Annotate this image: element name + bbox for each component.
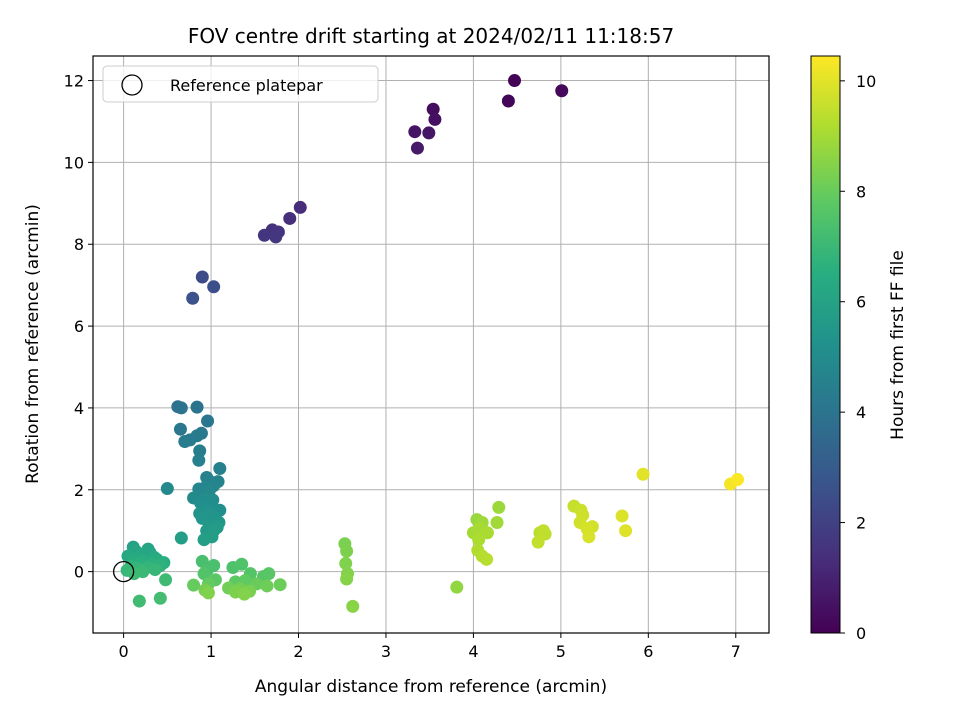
y-tick-label: 10: [64, 153, 84, 172]
data-point: [508, 74, 522, 88]
x-tick-label: 4: [468, 642, 478, 661]
data-point: [132, 594, 146, 608]
data-point: [201, 586, 215, 600]
y-tick-label: 2: [74, 481, 84, 500]
data-point: [197, 567, 211, 581]
y-tick-label: 4: [74, 399, 84, 418]
data-point: [492, 500, 506, 514]
data-point: [346, 599, 360, 613]
data-point: [340, 544, 354, 558]
data-point: [450, 580, 464, 594]
legend-entry-reference-platepar: Reference platepar: [170, 76, 323, 95]
x-axis-ticks: 0 1 2 3 4 5 6 7: [119, 633, 741, 661]
data-point: [178, 434, 192, 448]
x-axis-label: Angular distance from reference (arcmin): [255, 677, 607, 697]
data-point: [173, 422, 187, 436]
data-point: [472, 533, 486, 547]
data-point: [269, 230, 283, 244]
x-tick-label: 6: [643, 642, 653, 661]
data-point: [195, 270, 209, 284]
data-point: [190, 400, 204, 414]
data-point: [197, 533, 211, 547]
data-point: [426, 102, 440, 116]
chart-title: FOV centre drift starting at 2024/02/11 …: [188, 24, 674, 48]
x-tick-label: 7: [731, 642, 741, 661]
plot-frame: [92, 55, 770, 634]
data-point: [213, 461, 227, 475]
data-point: [582, 530, 596, 544]
data-point: [536, 524, 550, 538]
scatter-points: [120, 74, 745, 613]
data-point: [192, 453, 206, 467]
y-tick-label: 6: [74, 317, 84, 336]
colorbar-tick-label: 2: [856, 514, 866, 533]
data-point: [127, 567, 141, 581]
legend-box: [102, 65, 379, 103]
data-point: [428, 112, 442, 126]
y-tick-label: 12: [64, 72, 84, 91]
data-point: [159, 573, 173, 587]
x-tick-label: 5: [556, 642, 566, 661]
data-point: [501, 94, 515, 108]
colorbar-gradient: [810, 55, 841, 634]
colorbar-tick-label: 4: [856, 403, 866, 422]
colorbar-tick-label: 0: [856, 624, 866, 643]
data-point: [293, 200, 307, 214]
colorbar-label: Hours from first FF file: [888, 250, 908, 440]
data-point: [283, 211, 297, 225]
reference-platepar-marker: [112, 560, 135, 583]
data-point: [636, 467, 650, 481]
data-point: [339, 556, 353, 570]
data-point: [235, 557, 249, 571]
data-point: [480, 526, 494, 540]
x-tick-label: 2: [293, 642, 303, 661]
legend-open-circle-marker: [121, 74, 143, 96]
data-point: [187, 578, 201, 592]
x-tick-label: 0: [119, 642, 129, 661]
x-tick-label: 3: [381, 642, 391, 661]
data-point: [555, 84, 569, 98]
colorbar-tick-label: 8: [856, 182, 866, 201]
data-point: [615, 509, 629, 523]
data-point: [148, 563, 162, 577]
data-point: [186, 291, 200, 305]
grid-lines: [93, 56, 769, 633]
data-point: [410, 141, 424, 155]
data-point: [480, 552, 494, 566]
y-tick-label: 8: [74, 235, 84, 254]
data-point: [193, 444, 207, 458]
data-point: [340, 572, 354, 586]
reference-marker: [112, 560, 135, 583]
y-axis-label: Rotation from reference (arcmin): [23, 204, 43, 484]
data-point: [490, 516, 504, 530]
data-point: [160, 482, 174, 496]
data-point: [201, 414, 215, 428]
data-point: [408, 125, 422, 139]
legend: Reference platepar: [102, 65, 379, 103]
data-point: [422, 126, 436, 140]
data-point: [273, 578, 287, 592]
y-axis-ticks: 0 2 4 6 8 10 12: [64, 72, 93, 582]
colorbar-ticks: 0 2 4 6 8 10: [840, 72, 876, 643]
data-point: [237, 587, 251, 601]
data-point: [257, 228, 271, 242]
data-point: [174, 401, 188, 415]
colorbar-tick-label: 10: [856, 72, 876, 91]
x-tick-label: 1: [206, 642, 216, 661]
data-point: [619, 524, 633, 538]
data-point: [731, 473, 745, 487]
data-point: [207, 280, 221, 294]
y-tick-label: 0: [74, 563, 84, 582]
data-point: [174, 531, 188, 545]
data-point: [531, 535, 545, 549]
colorbar-tick-label: 6: [856, 293, 866, 312]
data-point: [153, 591, 167, 605]
data-point: [260, 579, 274, 593]
colorbar: 0 2 4 6 8 10 Hours from first FF file: [810, 55, 908, 643]
data-point: [262, 567, 276, 581]
